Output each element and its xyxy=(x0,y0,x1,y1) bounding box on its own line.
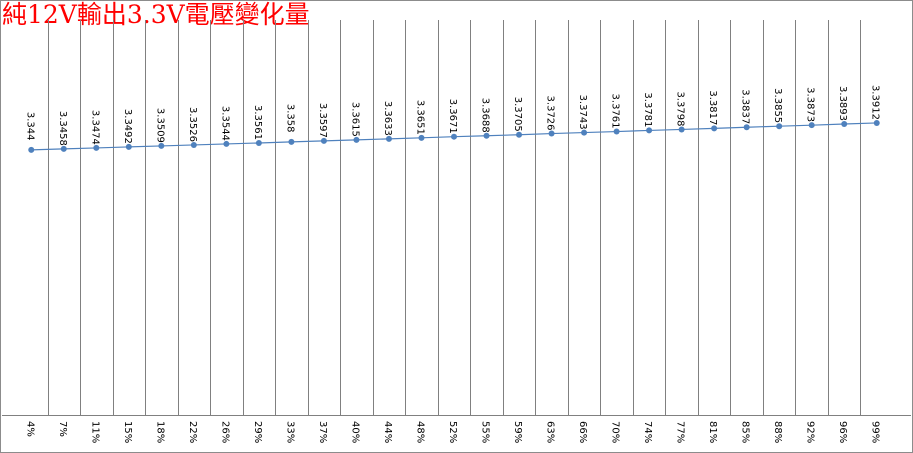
data-label: 3.3671 xyxy=(447,99,458,134)
data-label: 3.3912 xyxy=(870,85,881,120)
data-point xyxy=(255,139,262,146)
data-point xyxy=(60,145,67,152)
chart-title: 純12V輸出3.3V電壓變化量 xyxy=(2,0,310,29)
data-label: 3.3726 xyxy=(545,96,556,131)
data-point xyxy=(613,128,620,135)
data-label: 3.3561 xyxy=(252,105,263,140)
data-label: 3.3474 xyxy=(89,110,100,145)
data-label: 3.3743 xyxy=(577,95,588,130)
x-tick-label: 63% xyxy=(545,421,556,443)
x-tick-label: 99% xyxy=(870,421,881,443)
x-tick-label: 85% xyxy=(740,421,751,443)
data-label: 3.3651 xyxy=(414,100,425,135)
x-tick-label: 15% xyxy=(122,421,133,443)
data-point xyxy=(418,134,425,141)
data-point xyxy=(93,144,100,151)
data-point xyxy=(223,140,230,147)
data-label: 3.3633 xyxy=(382,101,393,136)
x-tick-label: 11% xyxy=(89,421,100,443)
x-tick-label: 55% xyxy=(480,421,491,443)
x-tick-label: 66% xyxy=(577,421,588,443)
data-label: 3.3798 xyxy=(675,91,686,126)
data-point xyxy=(581,129,588,136)
data-point xyxy=(548,130,555,137)
x-tick-label: 33% xyxy=(284,421,295,443)
data-label: 3.3837 xyxy=(740,89,751,124)
data-label: 3.3526 xyxy=(187,107,198,142)
data-label: 3.3817 xyxy=(707,90,718,125)
data-label: 3.344 xyxy=(24,112,35,141)
data-point xyxy=(320,137,327,144)
data-label: 3.3705 xyxy=(512,97,523,132)
x-tick-label: 4% xyxy=(24,421,35,437)
data-label: 3.3873 xyxy=(805,87,816,122)
data-point xyxy=(711,125,718,132)
data-label: 3.3688 xyxy=(480,98,491,133)
x-tick-label: 22% xyxy=(187,421,198,443)
data-point xyxy=(28,146,35,153)
x-tick-label: 92% xyxy=(805,421,816,443)
x-tick-label: 44% xyxy=(382,421,393,443)
data-label: 3.3458 xyxy=(57,111,68,146)
data-label: 3.3855 xyxy=(772,88,783,123)
x-tick-label: 88% xyxy=(772,421,783,443)
data-point xyxy=(451,133,457,140)
x-tick-label: 77% xyxy=(675,421,686,443)
x-tick-label: 7% xyxy=(57,421,68,437)
data-point xyxy=(483,132,490,139)
data-label: 3.3492 xyxy=(122,109,133,144)
x-tick-label: 74% xyxy=(642,421,653,443)
x-tick-label: 26% xyxy=(219,421,230,443)
data-point xyxy=(125,143,132,150)
data-point xyxy=(646,127,653,134)
data-label: 3.3761 xyxy=(610,94,621,129)
x-tick-label: 70% xyxy=(610,421,621,443)
x-tick-label: 37% xyxy=(317,421,328,443)
data-label: 3.3781 xyxy=(642,92,653,127)
data-point xyxy=(678,126,685,133)
data-point xyxy=(158,142,165,149)
data-label: 3.3893 xyxy=(837,86,848,121)
x-tick-label: 52% xyxy=(447,421,458,443)
x-tick-label: 18% xyxy=(154,421,165,443)
data-point xyxy=(743,124,750,131)
data-label: 3.3597 xyxy=(317,103,328,138)
x-tick-label: 29% xyxy=(252,421,263,443)
data-point xyxy=(385,135,392,142)
data-label: 3.3509 xyxy=(154,108,165,143)
data-label: 3.358 xyxy=(284,104,295,133)
data-point xyxy=(808,122,815,129)
x-tick-label: 96% xyxy=(837,421,848,443)
data-point xyxy=(841,121,848,128)
x-tick-label: 40% xyxy=(349,421,360,443)
data-label: 3.3615 xyxy=(349,102,360,137)
data-point xyxy=(353,136,360,143)
x-tick-label: 81% xyxy=(707,421,718,443)
x-tick-label: 59% xyxy=(512,421,523,443)
data-point xyxy=(776,123,783,130)
data-point xyxy=(873,119,880,126)
data-point xyxy=(288,138,295,145)
data-label: 3.3544 xyxy=(219,106,230,141)
data-point xyxy=(516,131,523,138)
data-point xyxy=(190,141,197,148)
x-tick-label: 48% xyxy=(414,421,425,443)
